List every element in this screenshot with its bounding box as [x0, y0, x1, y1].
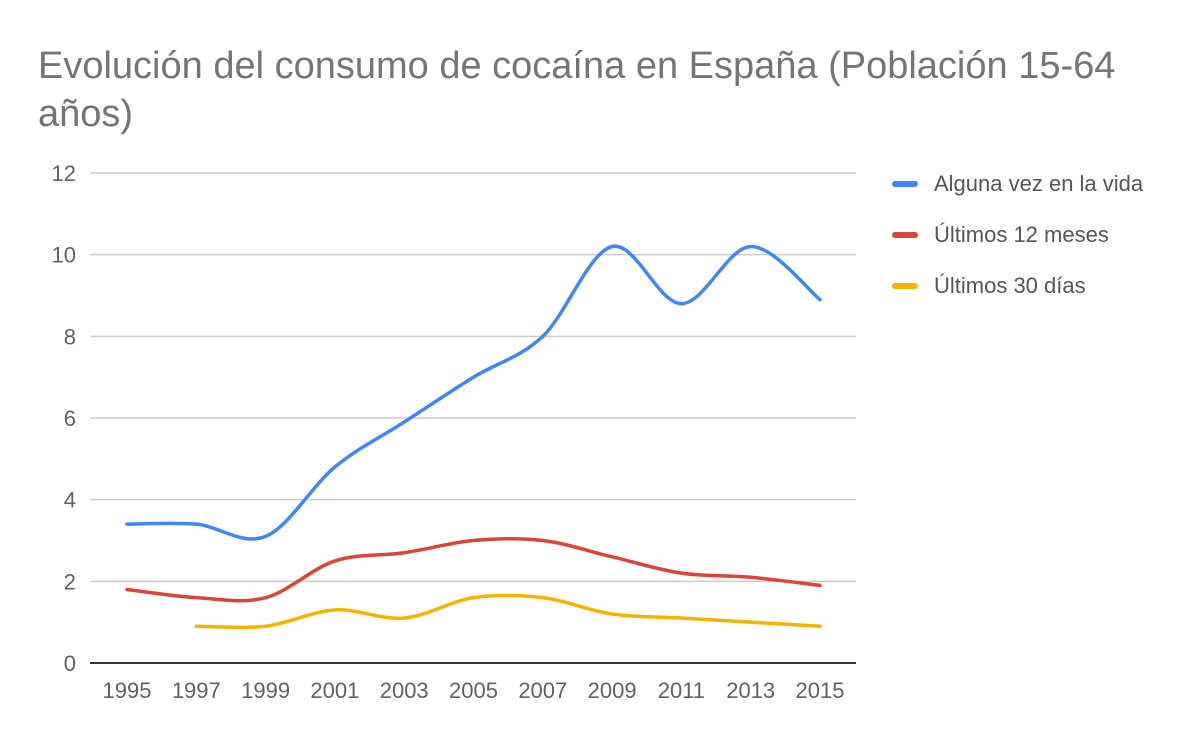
x-tick-label: 2009: [588, 678, 637, 703]
x-tick-label: 2003: [380, 678, 429, 703]
x-tick-label: 1997: [172, 678, 221, 703]
legend-label: Últimos 30 días: [934, 272, 1086, 298]
x-tick-label: 2007: [518, 678, 567, 703]
series-lines: [125, 244, 822, 630]
legend-swatch: [892, 231, 918, 238]
y-tick-label: 12: [52, 161, 76, 186]
x-tick-label: 2001: [310, 678, 359, 703]
legend-label: Alguna vez en la vida: [934, 170, 1144, 196]
y-axis-ticks: 0 2 4 6 8 10 12: [52, 161, 76, 676]
x-tick-label: 2013: [726, 678, 775, 703]
x-tick-label: 1999: [241, 678, 290, 703]
legend-swatch: [892, 282, 918, 289]
x-tick-label: 2015: [796, 678, 845, 703]
legend-label: Últimos 12 meses: [934, 221, 1109, 247]
y-tick-label: 4: [64, 488, 76, 513]
gridlines: [90, 172, 856, 583]
y-tick-label: 10: [52, 243, 76, 268]
series-line-alguna-vez-en-la-vida: [125, 244, 822, 541]
legend-item: Últimos 12 meses: [892, 209, 1143, 260]
y-tick-label: 8: [64, 324, 76, 349]
x-tick-label: 2005: [449, 678, 498, 703]
legend-item: Alguna vez en la vida: [892, 158, 1143, 209]
x-tick-label: 2011: [658, 678, 705, 703]
series-line-ultimos-12-meses: [125, 536, 822, 603]
y-tick-label: 6: [64, 406, 76, 431]
series-line-ultimos-30-dias: [194, 593, 822, 630]
legend-item: Últimos 30 días: [892, 260, 1143, 311]
legend: Alguna vez en la vida Últimos 12 meses Ú…: [892, 158, 1143, 311]
x-tick-label: 1995: [103, 678, 152, 703]
chart-title: Evolución del consumo de cocaína en Espa…: [38, 45, 1116, 135]
y-tick-label: 2: [64, 569, 76, 594]
x-axis-ticks: 1995 1997 1999 2001 2003 2005 2007 2009 2011 2013…: [103, 678, 845, 703]
legend-swatch: [892, 180, 918, 187]
y-tick-label: 0: [64, 651, 76, 676]
